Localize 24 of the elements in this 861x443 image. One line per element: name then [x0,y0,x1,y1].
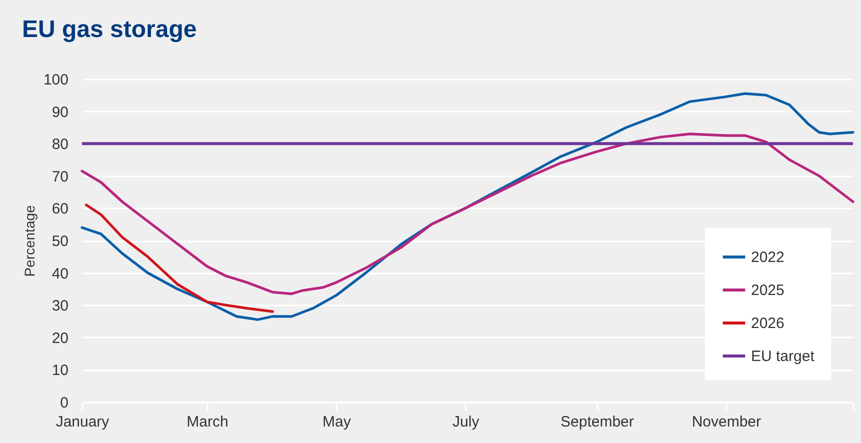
y-tick-label: 70 [52,168,68,186]
x-tick-label: May [322,414,352,430]
legend-label: EU target [751,348,816,365]
y-tick-label: 80 [52,136,68,154]
y-tick-label: 60 [52,200,68,218]
legend-label: 2022 [751,249,784,266]
legend-label: 2025 [751,282,784,299]
x-tick-label: March [186,414,228,430]
x-tick-label: July [452,414,480,430]
chart-title: EU gas storage [22,16,197,43]
y-tick-label: 0 [60,394,68,412]
x-tick-label: September [560,414,634,430]
y-tick-label: 20 [52,330,68,347]
y-tick-label: 10 [52,362,68,380]
line-series [84,204,274,313]
legend-label: 2026 [751,315,784,332]
y-axis-title: Percentage [21,204,38,277]
x-tick-label: January [56,414,110,430]
y-tick-label: 40 [52,265,68,282]
y-tick-label: 50 [52,233,68,250]
y-tick-label: 90 [52,104,68,121]
x-tick-label: November [692,414,762,430]
y-tick-label: 30 [52,298,68,315]
y-tick-label: 100 [43,72,68,88]
